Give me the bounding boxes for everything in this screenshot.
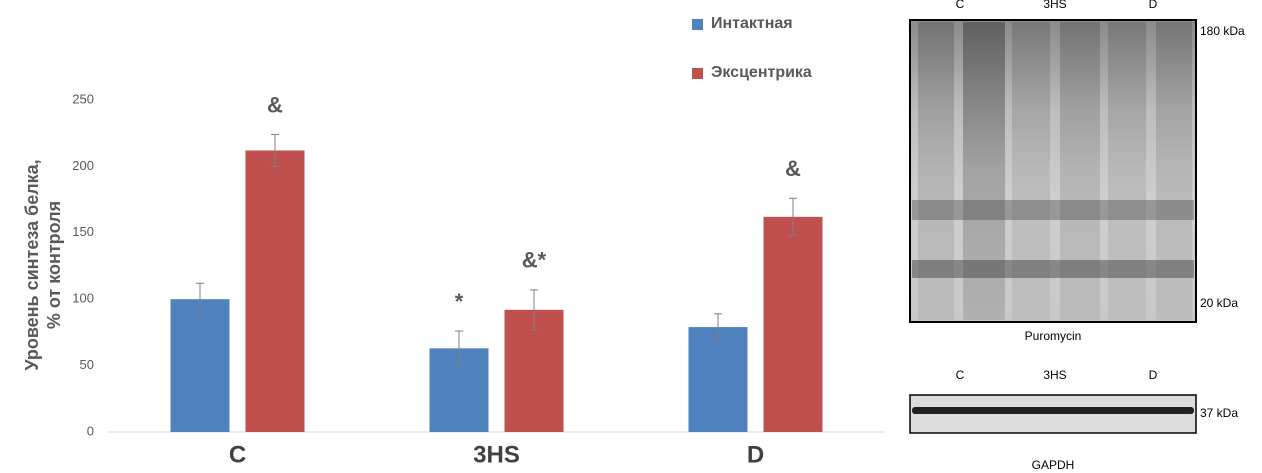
- lane-label: 3HS: [1043, 368, 1066, 382]
- y-tick-label: 250: [72, 91, 94, 106]
- legend-swatch: [692, 19, 703, 30]
- significance-marker: *: [455, 289, 464, 314]
- blot-label: GAPDH: [1032, 458, 1075, 472]
- lane-label: D: [1149, 368, 1158, 382]
- legend-label: Интактная: [711, 15, 793, 32]
- bar: [246, 150, 305, 432]
- lane-label: C: [956, 0, 965, 11]
- band: [912, 407, 1194, 414]
- bar: [689, 327, 748, 432]
- blot-panel: C 3HS D 180 kDa 20 kDa Puromycin C 3HS D…: [910, 0, 1245, 472]
- figure: Уровень синтеза белка, % от контроля C 3…: [0, 0, 1262, 473]
- significance-marker: &: [785, 156, 801, 181]
- legend-label: Эксцентрика: [711, 64, 812, 81]
- x-tick-label: 3HS: [473, 441, 520, 468]
- lane-label: 3HS: [1043, 0, 1066, 11]
- x-tick-label: D: [747, 441, 764, 468]
- marker-label: 180 kDa: [1200, 24, 1245, 38]
- y-tick-label: 100: [72, 291, 94, 306]
- bar: [764, 217, 823, 432]
- marker-label: 37 kDa: [1200, 406, 1238, 420]
- lane-label: D: [1149, 0, 1158, 11]
- blot-label: Puromycin: [1025, 329, 1082, 343]
- y-tick-label: 0: [87, 423, 94, 438]
- lane-label: C: [956, 368, 965, 382]
- legend-swatch: [692, 68, 703, 79]
- bar: [171, 299, 230, 432]
- marker-label: 20 kDa: [1200, 296, 1238, 310]
- band: [912, 200, 1194, 220]
- y-tick-label: 150: [72, 224, 94, 239]
- significance-marker: &: [267, 92, 283, 117]
- y-tick-label: 200: [72, 158, 94, 173]
- y-axis-label: Уровень синтеза белка,: [22, 159, 42, 370]
- y-tick-label: 50: [80, 357, 94, 372]
- x-tick-label: C: [229, 441, 246, 468]
- band: [912, 260, 1194, 278]
- significance-marker: &*: [522, 248, 547, 273]
- y-axis-label: % от контроля: [44, 201, 64, 329]
